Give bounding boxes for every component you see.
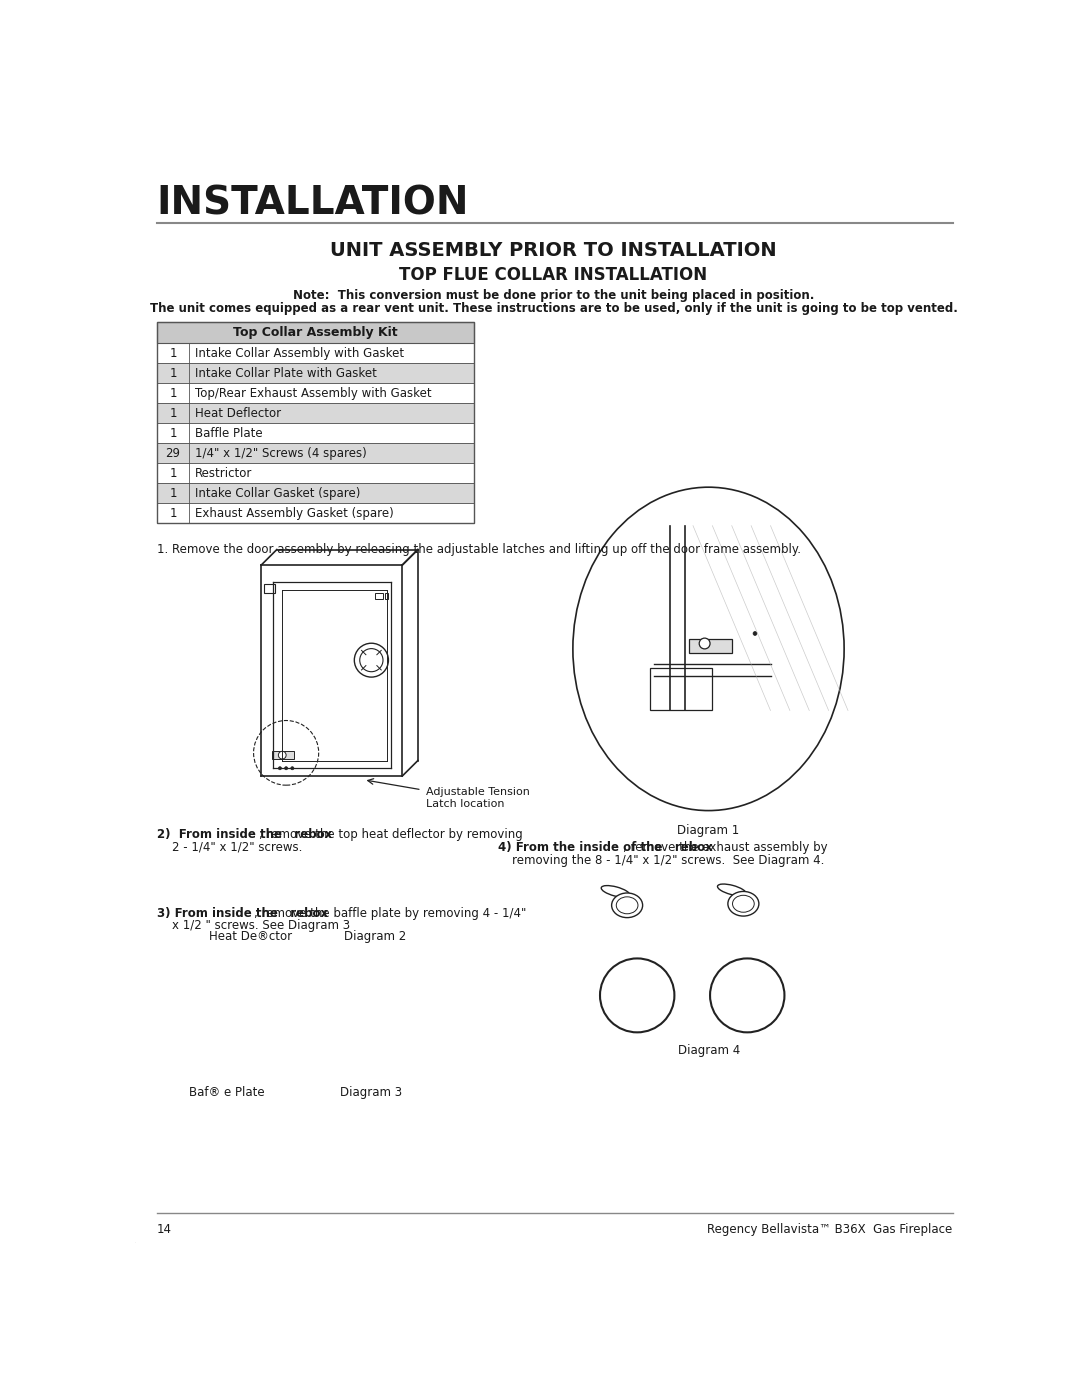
Text: 2)  From inside the   rebox: 2) From inside the rebox xyxy=(157,828,332,841)
Text: 1: 1 xyxy=(170,387,177,400)
Text: 1: 1 xyxy=(170,507,177,520)
Text: Top/Rear Exhaust Assembly with Gasket: Top/Rear Exhaust Assembly with Gasket xyxy=(194,387,431,400)
Text: x 1/2 " screws. See Diagram 3: x 1/2 " screws. See Diagram 3 xyxy=(157,919,350,932)
Text: 1/4" x 1/2" Screws (4 spares): 1/4" x 1/2" Screws (4 spares) xyxy=(194,447,366,460)
Text: Diagram 2: Diagram 2 xyxy=(345,930,406,943)
Text: UNIT ASSEMBLY PRIOR TO INSTALLATION: UNIT ASSEMBLY PRIOR TO INSTALLATION xyxy=(330,240,777,260)
Text: , remove the top heat deflector by removing: , remove the top heat deflector by remov… xyxy=(259,828,523,841)
Ellipse shape xyxy=(572,488,845,810)
Text: Restrictor: Restrictor xyxy=(194,467,252,479)
Ellipse shape xyxy=(717,884,746,895)
Bar xyxy=(157,464,474,483)
Text: Diagram 3: Diagram 3 xyxy=(340,1087,403,1099)
Circle shape xyxy=(710,958,784,1032)
Text: 4) From the inside of the   rebox: 4) From the inside of the rebox xyxy=(498,841,713,855)
Text: Top Collar Assembly Kit: Top Collar Assembly Kit xyxy=(233,326,397,339)
Text: Adjustable Tension
Latch location: Adjustable Tension Latch location xyxy=(426,788,529,809)
Ellipse shape xyxy=(728,891,759,916)
Text: removing the 8 - 1/4" x 1/2" screws.  See Diagram 4.: removing the 8 - 1/4" x 1/2" screws. See… xyxy=(512,854,824,866)
Text: Baf® e Plate: Baf® e Plate xyxy=(189,1087,265,1099)
Text: 29: 29 xyxy=(165,447,180,460)
Text: 1. Remove the door assembly by releasing the adjustable latches and lifting up o: 1. Remove the door assembly by releasing… xyxy=(157,543,800,556)
Text: 1: 1 xyxy=(170,367,177,380)
Bar xyxy=(384,592,388,599)
Text: Intake Collar Gasket (spare): Intake Collar Gasket (spare) xyxy=(194,486,360,500)
Text: Intake Collar Assembly with Gasket: Intake Collar Assembly with Gasket xyxy=(194,346,404,359)
Circle shape xyxy=(279,752,286,759)
Circle shape xyxy=(279,767,282,770)
Text: Intake Collar Plate with Gasket: Intake Collar Plate with Gasket xyxy=(194,367,377,380)
Ellipse shape xyxy=(602,886,630,897)
Ellipse shape xyxy=(617,897,638,914)
Text: Exhaust Assembly Gasket (spare): Exhaust Assembly Gasket (spare) xyxy=(194,507,393,520)
Text: The unit comes equipped as a rear vent unit. These instructions are to be used, : The unit comes equipped as a rear vent u… xyxy=(149,302,958,316)
Text: Baffle Plate: Baffle Plate xyxy=(194,427,262,440)
Text: 1: 1 xyxy=(170,427,177,440)
Text: 14: 14 xyxy=(157,1222,172,1235)
Text: 1: 1 xyxy=(170,467,177,479)
Text: Heat Deflector: Heat Deflector xyxy=(194,407,281,419)
Text: Diagram 1: Diagram 1 xyxy=(677,824,740,837)
Bar xyxy=(157,321,474,524)
Text: 2 - 1/4" x 1/2" screws.: 2 - 1/4" x 1/2" screws. xyxy=(157,841,302,854)
Bar xyxy=(157,404,474,423)
Bar xyxy=(157,321,474,344)
Bar xyxy=(650,668,713,711)
Circle shape xyxy=(600,958,674,1032)
Circle shape xyxy=(284,767,287,770)
Ellipse shape xyxy=(732,895,754,912)
Circle shape xyxy=(360,648,383,672)
Circle shape xyxy=(354,643,389,678)
Text: Diagram 4: Diagram 4 xyxy=(677,1044,740,1058)
Text: 3) From inside the   rebox: 3) From inside the rebox xyxy=(157,907,328,919)
Bar xyxy=(157,423,474,443)
Bar xyxy=(689,638,732,652)
Text: TOP FLUE COLLAR INSTALLATION: TOP FLUE COLLAR INSTALLATION xyxy=(400,267,707,284)
Bar xyxy=(157,483,474,503)
Text: INSTALLATION: INSTALLATION xyxy=(157,184,469,222)
Circle shape xyxy=(254,721,319,785)
Text: Note:  This conversion must be done prior to the unit being placed in position.: Note: This conversion must be done prior… xyxy=(293,289,814,302)
Bar xyxy=(264,584,274,594)
Bar xyxy=(272,752,294,759)
Text: Heat De®ctor: Heat De®ctor xyxy=(208,930,292,943)
Text: , remove the exhaust assembly by: , remove the exhaust assembly by xyxy=(623,841,828,855)
Text: 1: 1 xyxy=(170,346,177,359)
Circle shape xyxy=(699,638,710,648)
Text: 1: 1 xyxy=(170,486,177,500)
Circle shape xyxy=(291,767,294,770)
Text: 1: 1 xyxy=(170,407,177,419)
Bar xyxy=(375,592,383,599)
Ellipse shape xyxy=(611,893,643,918)
Text: , remove the baffle plate by removing 4 - 1/4": , remove the baffle plate by removing 4 … xyxy=(255,907,527,919)
Bar xyxy=(157,344,474,363)
Bar xyxy=(157,363,474,383)
Bar xyxy=(157,443,474,464)
Circle shape xyxy=(753,631,757,636)
Text: Regency Bellavista™ B36X  Gas Fireplace: Regency Bellavista™ B36X Gas Fireplace xyxy=(707,1222,953,1235)
Bar xyxy=(157,383,474,404)
Bar xyxy=(157,503,474,524)
